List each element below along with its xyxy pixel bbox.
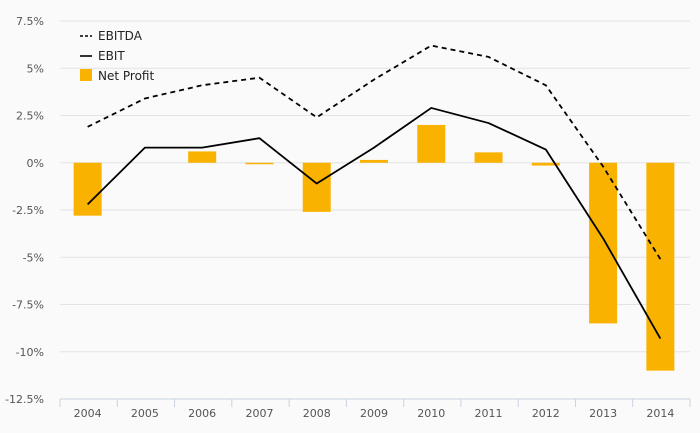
bar-net-profit-2009[interactable] [360,159,388,163]
line-ebitda[interactable] [87,44,662,260]
legend-label-net-profit: Net Profit [98,69,154,83]
bar-net-profit-2012[interactable] [531,162,560,166]
legend: EBITDA EBIT Net Profit [80,29,154,83]
bar-net-profit-2004[interactable] [73,162,102,216]
x-tick-label: 2008 [303,407,331,420]
bar-net-profit-2014[interactable] [646,162,675,371]
x-tick-label: 2006 [188,407,216,420]
bar-net-profit-2007[interactable] [245,162,274,165]
x-tick-label: 2004 [74,407,102,420]
legend-item-ebitda[interactable]: EBITDA [80,29,143,43]
x-tick-label: 2010 [417,407,445,420]
y-tick-label: 5% [27,62,44,75]
x-tick-label: 2009 [360,407,388,420]
x-tick-label: 2012 [532,407,560,420]
line-ebit[interactable] [87,107,662,339]
y-tick-label: -2.5% [12,204,44,217]
y-tick-label: -7.5% [12,299,44,312]
x-tick-label: 2013 [589,407,617,420]
y-tick-label: 2.5% [16,110,44,123]
legend-item-net-profit[interactable]: Net Profit [80,69,154,83]
legend-label-ebit: EBIT [98,49,125,63]
bar-net-profit-2008[interactable] [302,162,331,212]
y-tick-label: -10% [16,346,44,359]
y-tick-label: -5% [23,251,44,264]
y-axis: 7.5% 5% 2.5% 0% -2.5% -5% -7.5% -10% -12.5% [5,15,44,406]
net-profit-bars [73,124,675,371]
line-series [87,44,662,339]
legend-item-ebit[interactable]: EBIT [80,49,125,63]
x-tick-label: 2005 [131,407,159,420]
legend-label-ebitda: EBITDA [98,29,143,43]
bar-net-profit-2010[interactable] [417,124,446,163]
y-tick-label: -12.5% [5,393,44,406]
x-tick-label: 2011 [475,407,503,420]
x-axis: 2004 2005 2006 2007 2008 2009 2010 2011 2012 2013… [59,398,691,420]
bar-net-profit-2013[interactable] [589,162,618,324]
bar-net-profit-2011[interactable] [474,152,503,163]
x-tick-label: 2007 [245,407,273,420]
legend-swatch-net-profit [80,69,92,81]
grid-lines [60,20,690,353]
y-tick-label: 7.5% [16,15,44,28]
bar-net-profit-2006[interactable] [188,151,217,163]
x-tick-label: 2014 [646,407,674,420]
y-tick-label: 0% [27,157,44,170]
